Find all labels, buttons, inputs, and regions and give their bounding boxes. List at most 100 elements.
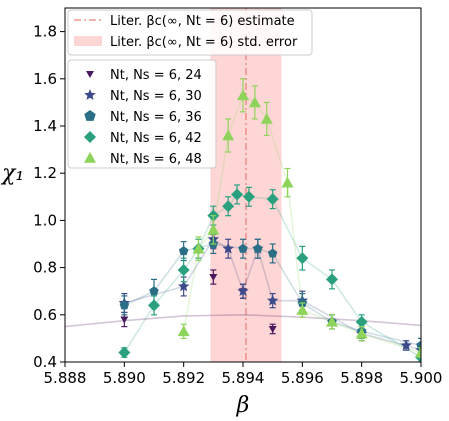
legend-series-label: Nt, Ns = 6, 48 [110,152,202,167]
series-1-marker [237,285,249,297]
x-tick-label: 5.892 [162,369,205,387]
series-4-marker [248,96,261,108]
data-point [222,118,235,153]
data-point [326,269,338,290]
legend-error-swatch [74,36,102,46]
y-tick-label: 1.0 [33,211,57,229]
x-tick-label: 5.894 [222,369,265,387]
legend-marker-1 [84,89,96,100]
legend-marker-2 [84,110,96,121]
data-point [192,236,205,262]
series-3-marker [326,273,338,286]
series-3-marker [118,346,131,359]
series-1-marker [266,294,279,306]
series-1-marker [400,339,412,351]
series-2-marker [253,243,263,253]
axes-layer: 5.888 5.890 5.892 5.894 5.896 5.898 5.900 0.4 0.… [0,23,442,418]
data-point [231,184,244,205]
data-point [148,295,160,316]
series-4-marker [355,327,368,339]
x-tick-label: 5.896 [281,369,324,387]
legend-series-label: Nt, Ns = 6, 42 [110,131,202,146]
data-point [296,245,309,271]
series-4-marker [177,325,190,337]
data-point [207,215,220,245]
series-3-marker [296,252,309,265]
series-4-marker [260,112,273,124]
y-tick-label: 1.4 [33,117,57,135]
data-point [266,189,279,210]
data-point [222,238,234,259]
legend-top-box [67,9,313,56]
series-3-marker [222,200,235,213]
y-tick-label: 1.2 [33,164,57,182]
y-tick-label: 1.8 [33,23,57,41]
series-3-marker [148,299,160,312]
data-point [242,186,255,207]
series-4-marker [296,304,309,315]
data-point [177,323,190,339]
y-axis-title: χ₁ [0,161,24,186]
legend-layer: Liter. βc(∞, Nt = 6) estimate Liter. βc(∞… [67,9,313,169]
series-0-marker [209,274,218,282]
series-3-marker [231,188,244,201]
data-point [248,85,261,120]
data-point [400,339,412,351]
series-4-marker [237,89,249,101]
legend-series-label: Nt, Ns = 6, 36 [110,110,202,125]
data-point [266,292,279,309]
legend-marker-4 [84,152,96,163]
data-point [209,269,218,285]
series-3-marker [177,263,190,276]
x-axis-title: β [236,393,250,418]
legend-marker-3 [84,131,96,143]
series-1-marker [177,280,190,292]
legend-series-label: Nt, Ns = 6, 24 [110,68,202,83]
data-point [260,101,273,137]
data-point [253,238,263,259]
series-4-marker [415,346,421,358]
data-point [177,257,190,283]
data-point [326,314,338,330]
series-1-marker [222,242,234,254]
series-2-marker [267,248,278,258]
legend-estimate-label: Liter. βc(∞, Nt = 6) estimate [110,14,295,29]
series-4-marker [222,129,235,141]
series-2-marker [178,246,189,256]
series-4-marker [207,223,220,235]
series-4-marker [192,242,205,254]
x-tick-label: 5.888 [44,369,87,387]
y-tick-label: 1.6 [33,70,57,88]
data-point [355,326,368,342]
y-tick-label: 0.6 [33,306,57,324]
error-band-layer [210,8,282,362]
data-point [119,295,130,316]
data-point [237,283,249,299]
data-point [268,323,277,335]
x-tick-label: 5.898 [340,369,383,387]
series-0-marker [120,316,129,324]
series-3-marker [355,315,368,328]
series-2-marker [119,300,130,310]
data-point [238,238,248,259]
legend-marker-0 [86,71,94,78]
series-2-marker [238,243,248,253]
data-point [118,346,131,359]
x-tick-label: 5.890 [103,369,146,387]
series-0-marker [268,325,277,333]
series-4-marker [326,315,338,327]
data-point [415,346,421,358]
y-tick-label: 0.8 [33,259,57,277]
data-point [296,302,309,318]
points-layer [118,78,421,362]
data-point [237,78,249,113]
series-3-marker [266,193,279,206]
series-4-marker [281,176,294,188]
x-tick-label: 5.900 [400,369,443,387]
series-3-marker [242,190,255,203]
data-point [281,167,294,198]
legend-series-label: Nt, Ns = 6, 30 [110,89,202,104]
y-tick-label: 0.4 [33,353,57,371]
data-point [222,196,235,217]
